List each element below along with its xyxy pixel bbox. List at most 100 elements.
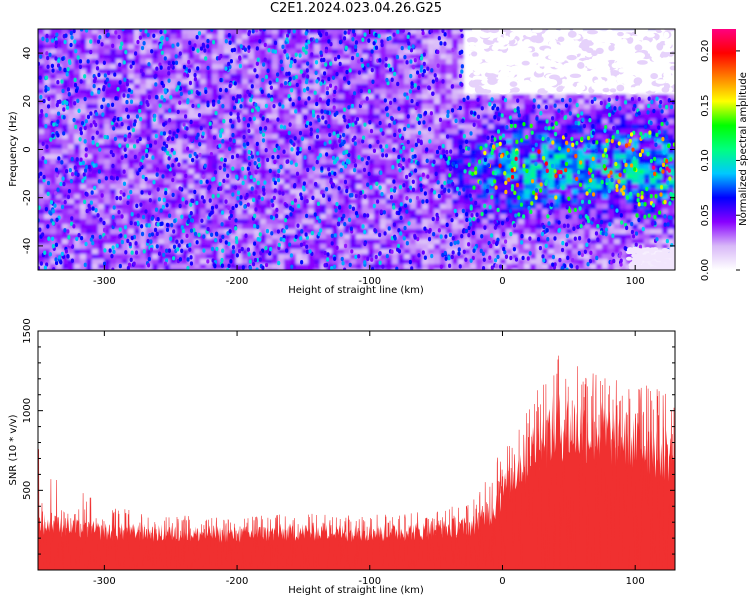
heatmap-cell bbox=[518, 194, 525, 200]
heatmap-cell bbox=[374, 64, 381, 70]
heatmap-cell bbox=[212, 49, 219, 55]
heatmap-cell bbox=[236, 34, 243, 40]
heatmap-cell bbox=[266, 69, 273, 75]
heatmap-cell bbox=[272, 84, 279, 90]
heatmap-cell bbox=[308, 44, 315, 50]
heatmap-cell bbox=[620, 49, 627, 55]
heatmap-cell bbox=[56, 224, 63, 230]
heatmap-cell bbox=[278, 189, 285, 195]
heatmap-cell bbox=[506, 189, 513, 195]
heatmap-cell bbox=[464, 244, 471, 250]
heatmap-cell bbox=[80, 169, 87, 175]
heatmap-cell bbox=[638, 94, 645, 100]
heatmap-cell bbox=[326, 114, 333, 120]
heatmap-cell bbox=[152, 209, 159, 215]
heatmap-cell bbox=[170, 239, 177, 245]
heatmap-cell bbox=[290, 104, 297, 110]
heatmap-cell bbox=[332, 189, 339, 195]
heatmap-cell bbox=[146, 134, 153, 140]
heatmap-cell bbox=[392, 264, 399, 270]
heatmap-cell bbox=[446, 94, 453, 100]
heatmap-cell bbox=[188, 174, 195, 180]
heatmap-cell bbox=[398, 244, 405, 250]
heatmap-cell bbox=[626, 94, 633, 100]
heatmap-cell bbox=[236, 259, 243, 265]
heatmap-cell bbox=[536, 139, 543, 145]
heatmap-cell bbox=[212, 254, 219, 260]
heatmap-cell bbox=[536, 229, 543, 235]
heatmap-cell bbox=[188, 179, 195, 185]
heatmap-cell bbox=[536, 94, 543, 100]
heatmap-cell bbox=[500, 159, 507, 165]
heatmap-cell bbox=[410, 239, 417, 245]
heatmap-cell bbox=[38, 139, 45, 145]
heatmap-cell bbox=[230, 64, 237, 70]
heatmap-cell bbox=[242, 249, 249, 255]
heatmap-cell bbox=[158, 249, 165, 255]
heatmap-cell bbox=[116, 254, 123, 260]
heatmap-cell bbox=[476, 154, 483, 160]
heatmap-cell bbox=[50, 49, 57, 55]
heatmap-cell bbox=[602, 169, 609, 175]
heatmap-cell bbox=[80, 99, 87, 105]
heatmap-cell bbox=[212, 174, 219, 180]
heatmap-cell bbox=[308, 139, 315, 145]
heatmap-cell bbox=[254, 184, 261, 190]
heatmap-cell bbox=[620, 149, 627, 155]
heatmap-cell bbox=[578, 259, 585, 265]
heatmap-cell bbox=[284, 114, 291, 120]
heatmap-cell bbox=[146, 29, 153, 35]
heatmap-cell bbox=[320, 39, 327, 45]
heatmap-cell bbox=[260, 79, 267, 85]
heatmap-cell bbox=[308, 149, 315, 155]
heatmap-cell bbox=[50, 84, 57, 90]
heatmap-cell bbox=[212, 209, 219, 215]
heatmap-cell bbox=[542, 169, 549, 175]
heatmap-cell bbox=[344, 144, 351, 150]
heatmap-cell bbox=[92, 49, 99, 55]
heatmap-cell bbox=[458, 174, 465, 180]
heatmap-cell bbox=[158, 84, 165, 90]
heatmap-cell bbox=[446, 124, 453, 130]
heatmap-cell bbox=[368, 39, 375, 45]
heatmap-cell bbox=[584, 84, 591, 90]
heatmap-cell bbox=[458, 129, 465, 135]
heatmap-cell bbox=[620, 234, 627, 240]
heatmap-cell bbox=[320, 219, 327, 225]
heatmap-cell bbox=[122, 164, 129, 170]
heatmap-cell bbox=[212, 194, 219, 200]
heatmap-cell bbox=[392, 164, 399, 170]
heatmap-cell bbox=[596, 244, 603, 250]
heatmap-cell bbox=[92, 249, 99, 255]
heatmap-cell bbox=[170, 89, 177, 95]
heatmap-cell bbox=[302, 179, 309, 185]
heatmap-cell bbox=[644, 229, 651, 235]
heatmap-cell bbox=[290, 64, 297, 70]
heatmap-cell bbox=[164, 139, 171, 145]
heatmap-cell bbox=[524, 129, 531, 135]
heatmap-cell bbox=[410, 249, 417, 255]
heatmap-cell bbox=[200, 144, 207, 150]
heatmap-cell bbox=[452, 89, 459, 95]
heatmap-cell bbox=[254, 264, 261, 270]
heatmap-cell bbox=[230, 29, 237, 35]
heatmap-cell bbox=[392, 99, 399, 105]
heatmap-cell bbox=[80, 109, 87, 115]
heatmap-cell bbox=[440, 244, 447, 250]
heatmap-cell bbox=[182, 159, 189, 165]
heatmap-cell bbox=[290, 84, 297, 90]
heatmap-cell bbox=[158, 119, 165, 125]
heatmap-cell bbox=[332, 219, 339, 225]
heatmap-cell bbox=[140, 219, 147, 225]
heatmap-cell bbox=[524, 164, 531, 170]
heatmap-cell bbox=[392, 109, 399, 115]
heatmap-cell bbox=[356, 94, 363, 100]
heatmap-cell bbox=[632, 214, 639, 220]
heatmap-cell bbox=[56, 199, 63, 205]
heatmap-cell bbox=[236, 199, 243, 205]
heatmap-cell bbox=[152, 149, 159, 155]
heatmap-cell bbox=[200, 74, 207, 80]
heatmap-cell bbox=[608, 229, 615, 235]
heatmap-cell bbox=[596, 114, 603, 120]
heatmap-cell bbox=[212, 39, 219, 45]
